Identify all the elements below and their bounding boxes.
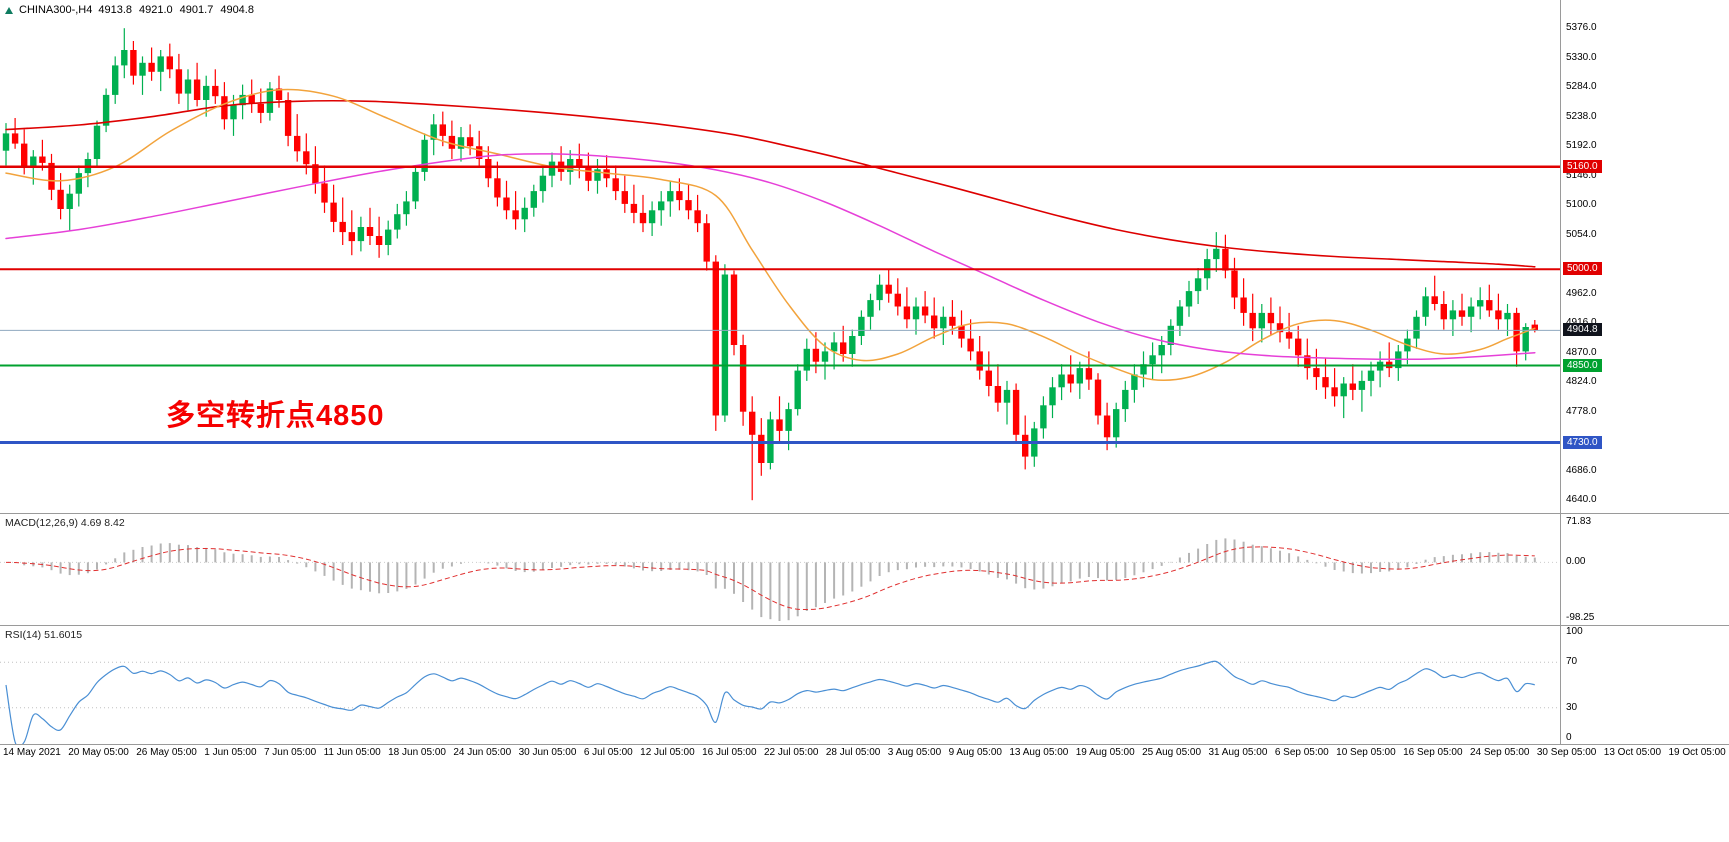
rsi-pane[interactable] <box>0 626 1560 744</box>
price-tick-label: 5100.0 <box>1566 199 1597 211</box>
price-tick-label: 4870.0 <box>1566 346 1597 358</box>
time-tick-label: 6 Jul 05:00 <box>583 747 633 758</box>
price-tick-label: 4778.0 <box>1566 405 1597 417</box>
time-tick-label: 30 Sep 05:00 <box>1536 747 1597 758</box>
rsi-tick-label: 0 <box>1566 732 1572 743</box>
price-direction-icon <box>5 6 13 14</box>
time-tick-label: 19 Aug 05:00 <box>1075 747 1135 758</box>
time-tick-label: 16 Sep 05:00 <box>1403 747 1463 758</box>
time-axis[interactable]: 14 May 2021 20 May 05:00 26 May 05:00 1 Jun… <box>0 747 1729 758</box>
time-tick-label: 26 May 05:00 <box>136 747 197 758</box>
price-tick-label: 4916.0 <box>1566 317 1597 329</box>
close-value: 4904.8 <box>220 4 254 16</box>
price-tick-label: 5376.0 <box>1566 22 1597 34</box>
macd-indicator-label: MACD(12,26,9) 4.69 8.42 <box>5 517 125 529</box>
symbol-info-bar: CHINA300-,H4 4913.8 4921.0 4901.7 4904.8 <box>5 4 254 16</box>
price-tick-label: 4962.0 <box>1566 287 1597 299</box>
macd-axis[interactable]: 71.83 0.00 -98.25 <box>1561 514 1729 625</box>
rsi-value: 51.6015 <box>44 629 83 641</box>
time-tick-label: 13 Oct 05:00 <box>1603 747 1662 758</box>
price-tick-label: 5284.0 <box>1566 81 1597 93</box>
time-tick-label: 24 Jun 05:00 <box>453 747 512 758</box>
price-tick-label: 4686.0 <box>1566 464 1597 476</box>
time-tick-label: 11 Jun 05:00 <box>323 747 381 758</box>
time-tick-label: 19 Oct 05:00 <box>1668 747 1726 758</box>
bid-price-badge: 4904.8 <box>1563 323 1602 337</box>
symbol-timeframe-label: CHINA300-,H4 <box>19 4 93 16</box>
time-tick-label: 22 Jul 05:00 <box>763 747 819 758</box>
time-tick-label: 20 May 05:00 <box>68 747 129 758</box>
time-tick-label: 7 Jun 05:00 <box>263 747 317 758</box>
time-tick-label: 9 Aug 05:00 <box>948 747 1002 758</box>
price-tick-label: 5330.0 <box>1566 51 1597 63</box>
price-pane[interactable] <box>0 0 1560 513</box>
time-tick-label: 30 Jun 05:00 <box>518 747 577 758</box>
time-tick-label: 24 Sep 05:00 <box>1469 747 1530 758</box>
hline-price-badge: 4730.0 <box>1563 435 1602 449</box>
pane-separator-price-macd[interactable] <box>0 513 1729 514</box>
price-axis-separator <box>1560 0 1561 744</box>
time-tick-label: 18 Jun 05:00 <box>388 747 446 758</box>
ohlc-values: 4913.8 4921.0 4901.7 4904.8 <box>98 4 254 16</box>
open-value: 4913.8 <box>98 4 133 16</box>
hline-price-badge: 4850.0 <box>1563 358 1602 372</box>
rsi-tick-label: 100 <box>1566 626 1583 637</box>
macd-tick-label: 71.83 <box>1566 515 1592 527</box>
low-value: 4901.7 <box>179 4 214 16</box>
hline-price-badge: 5160.0 <box>1563 159 1602 173</box>
time-tick-label: 13 Aug 05:00 <box>1009 747 1069 758</box>
pane-separator-bottom <box>0 744 1729 745</box>
macd-values: 4.69 8.42 <box>80 517 125 529</box>
pane-separator-macd-rsi[interactable] <box>0 625 1729 626</box>
price-tick-label: 5146.0 <box>1566 169 1597 181</box>
price-axis[interactable]: 5376.0 5330.0 5284.0 5238.0 5192.0 5146.0 5100… <box>1561 0 1729 513</box>
time-tick-label: 12 Jul 05:00 <box>640 747 695 758</box>
price-tick-label: 5192.0 <box>1566 140 1597 152</box>
high-value: 4921.0 <box>139 4 173 16</box>
hline-price-badge: 5000.0 <box>1563 262 1602 276</box>
time-tick-label: 3 Aug 05:00 <box>887 747 942 758</box>
rsi-axis[interactable]: 100 70 30 0 <box>1561 626 1729 744</box>
time-tick-label: 25 Aug 05:00 <box>1142 747 1202 758</box>
time-tick-label: 31 Aug 05:00 <box>1208 747 1268 758</box>
macd-pane[interactable] <box>0 514 1560 625</box>
price-tick-label: 4640.0 <box>1566 494 1597 506</box>
time-tick-label: 28 Jul 05:00 <box>825 747 881 758</box>
macd-tick-label: 0.00 <box>1566 556 1586 568</box>
rsi-tick-label: 30 <box>1566 701 1578 713</box>
macd-name: MACD(12,26,9) <box>5 517 78 529</box>
price-tick-label: 5054.0 <box>1566 228 1597 240</box>
time-tick-label: 6 Sep 05:00 <box>1274 747 1329 758</box>
price-tick-label: 4824.0 <box>1566 376 1597 388</box>
chart-text-annotation[interactable]: 多空转折点4850 <box>166 400 385 432</box>
rsi-tick-label: 70 <box>1566 656 1578 668</box>
macd-tick-label: -98.25 <box>1566 612 1595 624</box>
rsi-name: RSI(14) <box>5 629 42 641</box>
time-tick-label: 16 Jul 05:00 <box>702 747 757 758</box>
price-tick-label: 5238.0 <box>1566 110 1597 122</box>
time-tick-label: 14 May 2021 <box>3 747 61 758</box>
rsi-indicator-label: RSI(14) 51.6015 <box>5 629 82 641</box>
time-tick-label: 1 Jun 05:00 <box>204 747 257 758</box>
time-tick-label: 10 Sep 05:00 <box>1336 747 1396 758</box>
